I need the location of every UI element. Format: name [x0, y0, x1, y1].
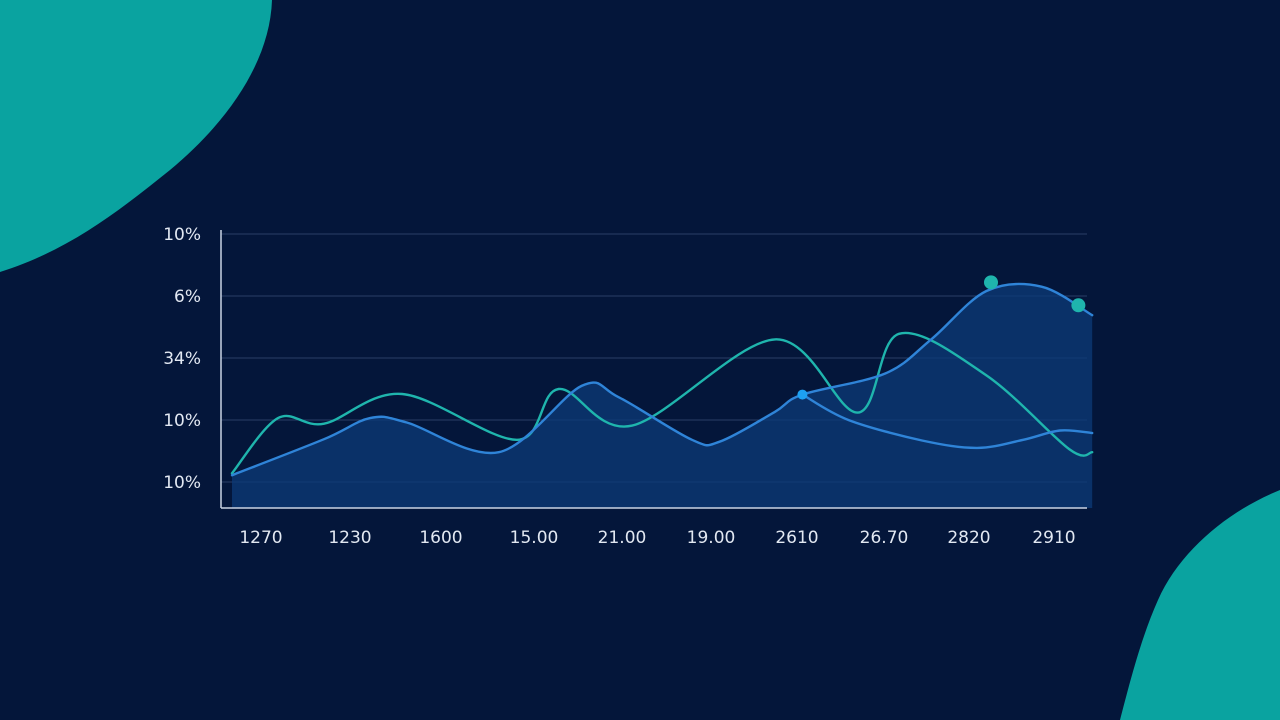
- series-line-1: [230, 331, 1094, 475]
- x-tick-label: 2910: [1032, 528, 1075, 548]
- x-tick-label: 15.00: [510, 528, 559, 548]
- x-tick-label: 1230: [328, 528, 371, 548]
- decorative-blob-bottom-right: [1120, 490, 1280, 720]
- x-tick-label: 1270: [239, 528, 282, 548]
- y-tick-label: 6%: [174, 287, 201, 307]
- data-point-marker: [1071, 298, 1086, 313]
- series-line-2: [230, 282, 1094, 477]
- y-tick-label: 34%: [163, 349, 201, 369]
- series-line-3: [801, 393, 1094, 450]
- series-area-fill: [232, 283, 1093, 508]
- data-point-marker: [797, 389, 808, 400]
- y-tick-label: 10%: [163, 473, 201, 493]
- x-tick-label: 2820: [947, 528, 990, 548]
- decorative-blob-top-left: [0, 0, 272, 272]
- y-tick-label: 10%: [163, 225, 201, 245]
- data-point-marker: [984, 275, 998, 290]
- plot-area: 10% 6% 34% 10% 10% 1270 1230 1600 15.00 21.00 19.0…: [163, 225, 1094, 548]
- x-tick-label: 19.00: [687, 528, 736, 548]
- y-tick-label: 10%: [163, 411, 201, 431]
- x-tick-label: 2610: [775, 528, 818, 548]
- x-tick-label: 26.70: [860, 528, 909, 548]
- x-tick-label: 1600: [419, 528, 462, 548]
- x-tick-label: 21.00: [598, 528, 647, 548]
